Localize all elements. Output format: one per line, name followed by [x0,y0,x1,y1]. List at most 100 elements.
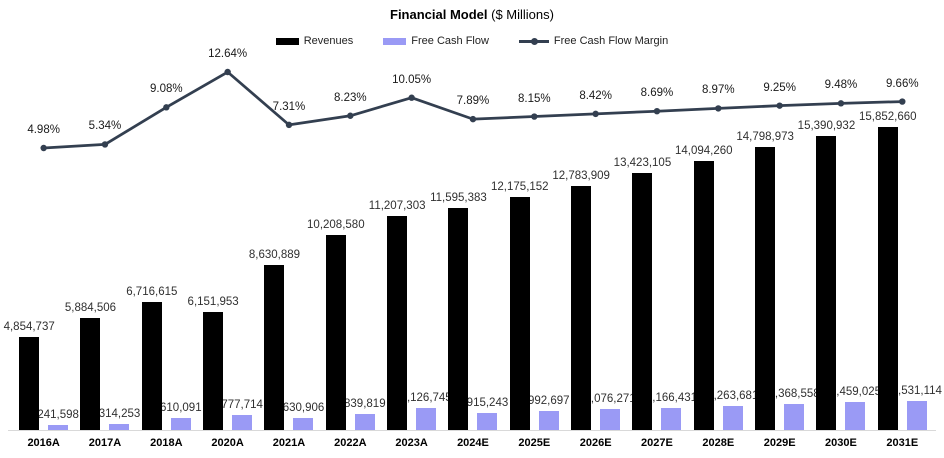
revenue-bar-2031E [877,127,898,430]
fcf-bar-2027E [661,407,682,430]
fcf-bar-2023A [416,408,437,430]
fcf-margin-marker-2027E [653,107,661,115]
fcf-label-2028E: 1,263,681 [707,389,759,402]
x-axis-label-2025E: 2025E [518,437,551,449]
revenue-label-2020A: 6,151,953 [187,296,239,309]
fcf-margin-marker-2024E [469,115,477,123]
fcf-bar-2020A [232,415,253,430]
revenue-label-2030E: 15,390,932 [797,119,856,132]
fcf-label-2029E: 1,368,558 [768,387,820,400]
revenue-bar-2030E [816,135,837,430]
fcf-label-2026E: 1,076,271 [584,393,636,406]
revenue-bar-2022A [325,234,346,430]
fcf-label-2020A: 777,714 [221,399,263,412]
x-axis-label-2017A: 2017A [88,437,122,449]
revenue-bar-2025E [509,197,530,430]
fcf-margin-marker-2022A [347,112,354,119]
revenue-label-2028E: 14,094,260 [675,144,733,157]
x-axis-label-2024E: 2024E [457,437,489,449]
revenue-label-2021A: 8,630,889 [248,249,301,262]
revenue-label-2026E: 12,783,909 [552,169,610,182]
fcf-margin-label-2026E: 8.42% [579,89,612,102]
revenue-label-2025E: 12,175,152 [491,181,549,194]
fcf-bar-2024E [477,412,498,430]
revenue-bar-2024E [448,208,469,430]
fcf-margin-label-2017A: 5.34% [88,120,122,133]
revenue-label-2022A: 10,208,580 [307,218,365,231]
fcf-label-2024E: 915,243 [466,396,509,409]
fcf-label-2023A: 1,126,745 [400,392,452,405]
revenue-bar-2018A [141,301,162,430]
fcf-bar-2018A [170,418,191,430]
revenue-bar-2026E [571,185,592,430]
x-axis-label-2020A: 2020A [211,437,244,449]
fcf-margin-marker-2017A [101,141,109,148]
fcf-margin-marker-2031E [899,98,906,105]
fcf-margin-label-2023A: 10.05% [392,73,432,86]
revenue-bar-2021A [264,265,285,430]
x-axis-label-2031E: 2031E [886,437,919,449]
fcf-margin-marker-2021A [285,121,293,129]
fcf-margin-label-2027E: 8.69% [640,87,674,100]
revenue-bar-2027E [632,173,653,430]
fcf-bar-2028E [722,405,743,430]
fcf-bar-2016A [48,425,69,430]
fcf-bar-2017A [109,423,130,430]
x-axis-label-2023A: 2023A [395,437,428,449]
revenues-swatch-icon [275,37,299,45]
revenue-bar-2029E [755,147,776,430]
revenue-bar-2020A [203,312,224,430]
fcf-label-2021A: 630,906 [282,401,325,414]
x-axis-label-2021A: 2021A [272,437,306,449]
legend-item-free-cash-flow: Free Cash Flow [383,35,489,47]
x-axis-line [8,430,936,431]
x-axis-label-2030E: 2030E [825,437,857,449]
legend-label-free-cash-flow: Free Cash Flow [411,35,489,47]
x-axis-label-2029E: 2029E [763,437,796,449]
fcf-label-2017A: 314,253 [98,407,141,420]
revenue-label-2018A: 6,716,615 [126,285,178,298]
fcf-margin-marker-2016A [40,144,47,152]
fcf-label-2027E: 1,166,431 [645,391,698,404]
fcf-label-2025E: 992,697 [528,395,570,408]
x-axis-label-2026E: 2026E [579,437,612,449]
fcf-margin-label-2030E: 9.48% [824,79,858,92]
fcf-margin-label-2020A: 12.64% [208,48,248,60]
fcf-margin-label-2018A: 9.08% [150,83,183,96]
revenue-label-2031E: 15,852,660 [859,111,917,123]
chart-title-main: Financial Model [390,7,488,22]
fcf-margin-label-2028E: 8.97% [701,84,735,97]
x-axis-label-2018A: 2018A [150,437,183,449]
fcf-label-2022A: 839,819 [344,397,386,410]
x-axis-label-2022A: 2022A [334,437,367,449]
fcf-margin-label-2025E: 8.15% [517,92,551,105]
revenue-label-2027E: 13,423,105 [613,157,672,170]
fcf-margin-marker-2026E [592,110,599,118]
legend-item-revenues: Revenues [275,35,354,47]
fcf-bar-2029E [784,403,805,430]
fcf-margin-marker-2020A [224,68,231,76]
revenue-label-2017A: 5,884,506 [64,301,117,314]
fcf-bar-2031E [906,400,927,430]
fcf-margin-marker-2023A [408,94,415,101]
fcf-bar-2022A [354,413,375,430]
fcf-margin-label-2016A: 4.98% [27,123,60,136]
fcf-bar-2021A [293,417,314,430]
fcf-bar-2030E [845,402,866,430]
fcf-margin-label-2021A: 7.31% [272,100,306,113]
legend-label-revenues: Revenues [303,35,354,47]
fcf-margin-label-2022A: 8.23% [334,91,367,104]
fcf-margin-marker-2018A [163,104,170,111]
fcf-margin-label-2029E: 9.25% [763,81,796,94]
chart-title: Financial Model ($ Millions) [0,7,944,22]
fcf-margin-marker-2028E [715,105,722,112]
chart-title-units: ($ Millions) [487,7,554,22]
x-axis-label-2016A: 2016A [27,437,60,449]
fcf-bar-2025E [538,411,559,430]
legend-label-fcf-margin: Free Cash Flow Margin [553,35,669,47]
revenue-bar-2017A [80,317,101,430]
revenue-bar-2023A [387,215,408,430]
